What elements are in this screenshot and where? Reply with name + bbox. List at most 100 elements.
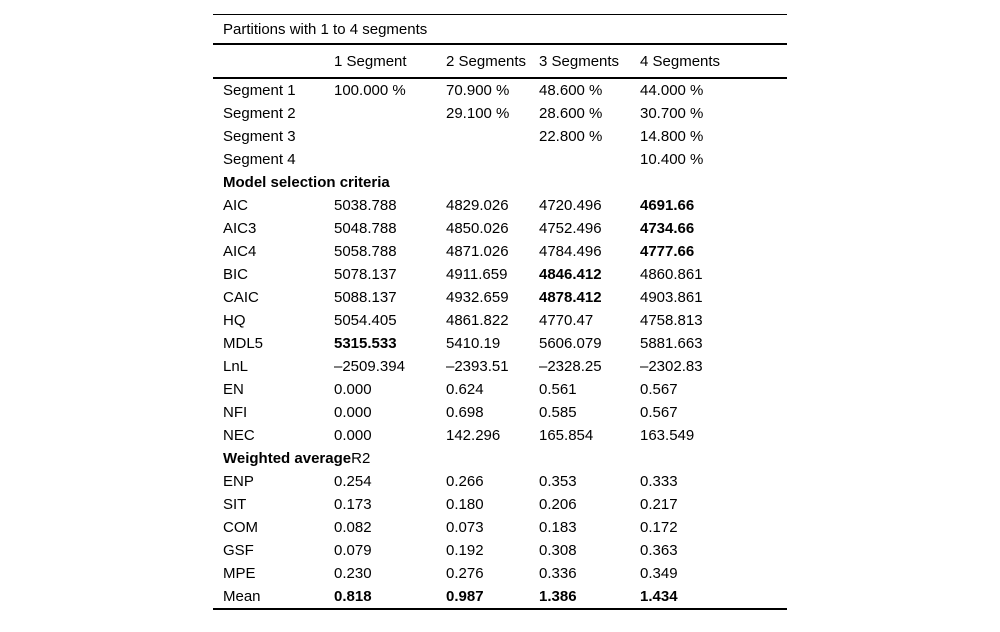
cell-value: 4850.026 [446,220,509,237]
row-label: AIC4 [223,243,257,260]
cell-value: 4860.861 [640,266,703,283]
cell-value: 5606.079 [539,335,602,352]
row-label: Segment 2 [223,105,296,122]
cell-value: 14.800 % [640,128,704,145]
cell-value: 0.192 [446,542,484,559]
cell-value: 44.000 % [640,82,704,99]
cell-value: 4846.412 [539,266,602,283]
cell-value: 0.353 [539,473,577,490]
cell-value: 4734.66 [640,220,695,237]
table-title: Partitions with 1 to 4 segments [223,20,428,38]
cell-value: 0.254 [334,473,372,490]
cell-value: 0.206 [539,496,577,513]
row-label: Mean [223,588,261,605]
cell-value: 0.266 [446,473,484,490]
row-label: EN [223,381,244,398]
cell-value: 0.276 [446,565,484,582]
cell-value: 0.073 [446,519,484,536]
cell-value: 4758.813 [640,312,703,329]
cell-value: 0.333 [640,473,678,490]
cell-value: 0.173 [334,496,372,513]
cell-value: 0.180 [446,496,484,513]
cell-value: 0.567 [640,381,678,398]
header-cell-1-segment: 1 Segment [334,52,407,70]
header-cell-3-segments: 3 Segments [539,52,620,70]
cell-value: 22.800 % [539,128,603,145]
row-label: Segment 4 [223,151,296,168]
table-row: AIC 5038.788 4829.026 4720.496 4691.66 [213,194,787,217]
table-row: CAIC 5088.137 4932.659 4878.412 4903.861 [213,286,787,309]
cell-value: 5315.533 [334,335,397,352]
table-row: AIC4 5058.788 4871.026 4784.496 4777.66 [213,240,787,263]
table-row: MPE 0.230 0.276 0.336 0.349 [213,562,787,585]
cell-value: 0.698 [446,404,484,421]
row-label: SIT [223,496,247,513]
cell-value: –2393.51 [446,358,509,375]
cell-value: 4878.412 [539,289,602,306]
cell-value: 0.230 [334,565,372,582]
cell-value: 0.567 [640,404,678,421]
partitions-table: Partitions with 1 to 4 segments 1 Segmen… [213,14,787,610]
cell-value: 0.082 [334,519,372,536]
cell-value: 0.000 [334,427,372,444]
cell-value: 0.363 [640,542,678,559]
table-row: Segment 4 10.400 % [213,148,787,171]
cell-value: 48.600 % [539,82,603,99]
table-row: NEC 0.000 142.296 165.854 163.549 [213,424,787,447]
row-label: AIC [223,197,249,214]
cell-value: 4861.822 [446,312,509,329]
cell-value: –2509.394 [334,358,405,375]
row-label: NEC [223,427,255,444]
cell-value: –2328.25 [539,358,602,375]
cell-value: 5054.405 [334,312,397,329]
row-label: ENP [223,473,254,490]
cell-value: 70.900 % [446,82,510,99]
cell-value: 5410.19 [446,335,501,352]
cell-value: 4903.861 [640,289,703,306]
cell-value: 1.386 [539,588,577,605]
cell-value: 0.000 [334,381,372,398]
cell-value: 10.400 % [640,151,704,168]
cell-value: 0.585 [539,404,577,421]
cell-value: 28.600 % [539,105,603,122]
cell-value: 4871.026 [446,243,509,260]
cell-value: 165.854 [539,427,594,444]
cell-value: 0.172 [640,519,678,536]
cell-value: 0.000 [334,404,372,421]
cell-value: 0.079 [334,542,372,559]
cell-value: 0.987 [446,588,484,605]
row-label: Segment 3 [223,128,296,145]
cell-value: 5038.788 [334,197,397,214]
table-row: HQ 5054.405 4861.822 4770.47 4758.813 [213,309,787,332]
row-label: BIC [223,266,249,283]
table-title-row: Partitions with 1 to 4 segments [213,15,787,45]
cell-value: 0.308 [539,542,577,559]
cell-value: 5881.663 [640,335,703,352]
table-row: Model selection criteria [213,171,787,194]
cell-value: 100.000 % [334,82,406,99]
cell-value: 0.818 [334,588,372,605]
row-label: Segment 1 [223,82,296,99]
header-cell-2-segments: 2 Segments [446,52,527,70]
cell-value: 1.434 [640,588,678,605]
cell-value: 5078.137 [334,266,397,283]
table-row: EN 0.000 0.624 0.561 0.567 [213,378,787,401]
cell-value: 0.561 [539,381,577,398]
cell-value: 4770.47 [539,312,594,329]
table-header-row: 1 Segment 2 Segments 3 Segments 4 Segmen… [213,45,787,79]
row-label-suffix: R2 [351,450,371,467]
cell-value: 4691.66 [640,197,695,214]
cell-value: 4784.496 [539,243,602,260]
table-row: Segment 3 22.800 % 14.800 % [213,125,787,148]
row-label: AIC3 [223,220,257,237]
table-row: LnL –2509.394 –2393.51 –2328.25 –2302.83 [213,355,787,378]
row-label: COM [223,519,258,536]
table-row: ENP 0.254 0.266 0.353 0.333 [213,470,787,493]
header-cell-4-segments: 4 Segments [640,52,721,70]
row-label: GSF [223,542,254,559]
cell-value: 0.624 [446,381,484,398]
row-label: HQ [223,312,246,329]
table-row: MDL5 5315.533 5410.19 5606.079 5881.663 [213,332,787,355]
cell-value: 30.700 % [640,105,704,122]
row-label: MDL5 [223,335,264,352]
